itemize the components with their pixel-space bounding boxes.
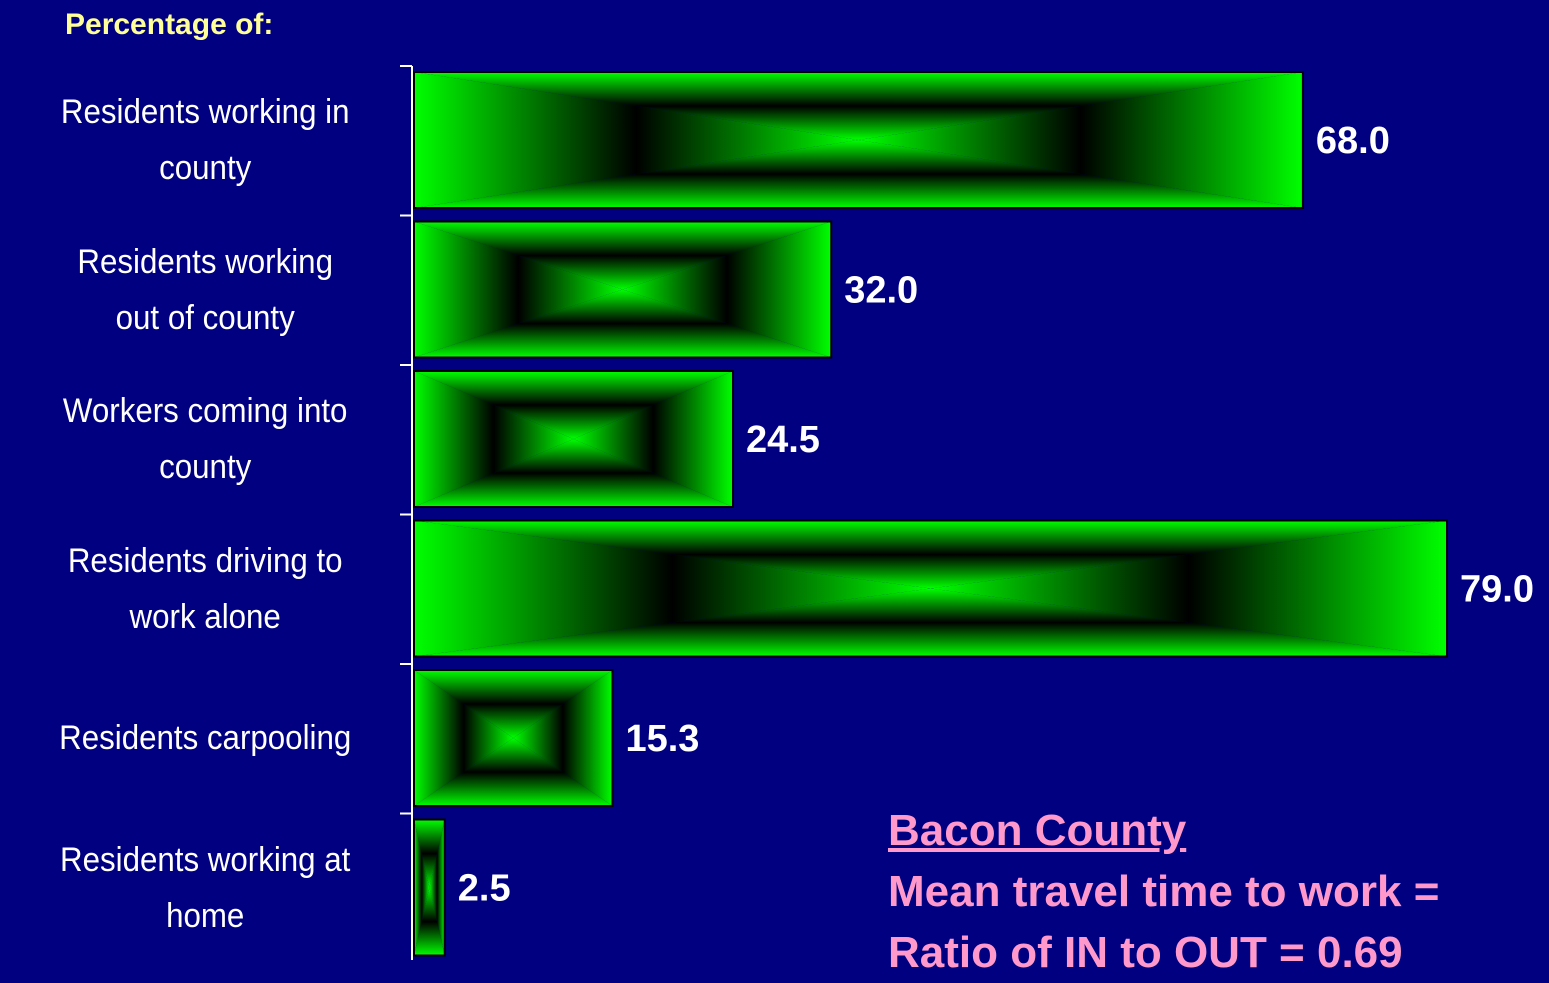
- value-label: 15.3: [625, 718, 699, 760]
- category-label-line: out of county: [115, 298, 295, 337]
- category-label: Residents carpooling: [30, 710, 380, 766]
- value-label: 2.5: [458, 868, 511, 910]
- bar-2: [413, 370, 734, 508]
- category-label-line: work alone: [129, 597, 281, 636]
- value-label: 79.0: [1460, 569, 1534, 611]
- category-label-line: Residents working at: [60, 840, 351, 879]
- category-label: Residents driving to work alone: [30, 533, 380, 645]
- callout-line-travel-time: Mean travel time to work =: [888, 867, 1440, 916]
- category-label-line: home: [166, 896, 245, 935]
- category-label: Residents working in county: [30, 84, 380, 196]
- bar-0: [413, 71, 1304, 209]
- category-label: Workers coming into county: [30, 383, 380, 495]
- category-label-line: Residents working: [77, 242, 333, 281]
- value-label: 32.0: [844, 270, 918, 312]
- category-label-line: Workers coming into: [62, 392, 348, 430]
- value-label: 68.0: [1316, 120, 1390, 162]
- category-label: Residents working out of county: [30, 234, 380, 346]
- callout-title: Bacon County: [888, 806, 1187, 855]
- category-label: Residents working at home: [30, 832, 380, 944]
- category-label-line: Residents driving to: [67, 541, 343, 580]
- category-label-line: Residents working in: [60, 93, 350, 131]
- bar-1: [413, 220, 833, 359]
- bar-chart: 68.0 32.0 24.5 79.0 15.3 2.5: [400, 65, 1534, 960]
- bar-3: [413, 519, 1448, 658]
- callout: Bacon County Mean travel time to work = …: [888, 800, 1439, 983]
- category-label-line: Residents carpooling: [59, 719, 352, 757]
- bar-5: [413, 818, 446, 957]
- category-label-line: county: [159, 448, 252, 486]
- value-label: 24.5: [746, 419, 820, 461]
- category-label-line: county: [159, 149, 252, 187]
- callout-line-ratio: Ratio of IN to OUT = 0.69: [888, 928, 1403, 977]
- chart-header: Percentage of:: [65, 8, 274, 41]
- bar-4: [413, 669, 614, 807]
